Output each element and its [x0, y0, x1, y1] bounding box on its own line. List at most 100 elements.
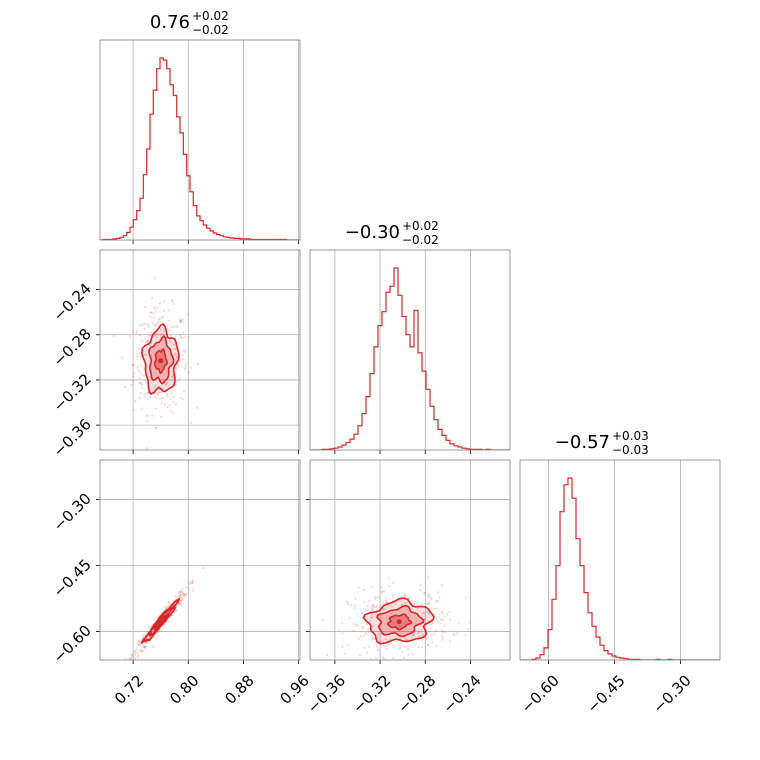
sample-point	[166, 394, 169, 398]
sample-point	[374, 629, 377, 632]
sample-point	[392, 657, 395, 660]
sample-point	[163, 300, 166, 303]
sample-point	[141, 650, 144, 653]
sample-point	[174, 353, 177, 356]
sample-point	[388, 604, 391, 607]
sample-point	[182, 349, 185, 352]
sample-point	[380, 590, 384, 593]
sample-point	[170, 378, 173, 382]
sample-point	[165, 382, 168, 385]
sample-point	[407, 653, 410, 656]
sample-point	[177, 344, 180, 347]
sample-point	[372, 637, 375, 640]
sample-point	[155, 335, 158, 338]
x-tick-label: −0.60	[518, 672, 563, 717]
sample-point	[148, 626, 151, 629]
sample-point	[456, 632, 459, 635]
sample-point	[134, 400, 137, 403]
sample-point	[150, 311, 154, 314]
sample-point	[148, 625, 151, 628]
sample-point	[153, 312, 156, 315]
sample-point	[182, 592, 186, 596]
sample-point	[181, 591, 184, 594]
sample-point	[303, 624, 305, 626]
sample-point	[171, 411, 174, 414]
sample-point	[169, 397, 172, 400]
sample-point	[181, 353, 184, 357]
sample-point	[158, 317, 161, 320]
sample-point	[187, 312, 190, 315]
sample-point	[182, 389, 186, 392]
sample-point	[183, 594, 186, 597]
sample-point	[160, 415, 163, 418]
sample-point	[404, 594, 407, 598]
sample-point	[184, 593, 187, 596]
sample-point	[373, 595, 376, 598]
sample-point	[178, 318, 181, 321]
scatter-points	[303, 576, 471, 671]
sample-point	[188, 582, 191, 585]
sample-point	[180, 593, 183, 596]
sample-point	[136, 651, 139, 655]
sample-point	[192, 579, 195, 582]
sample-point	[120, 357, 123, 360]
sample-point	[349, 604, 353, 607]
sample-point	[343, 652, 346, 655]
sample-point	[138, 649, 141, 653]
sample-point	[139, 373, 142, 376]
y-tick-label: −0.32	[50, 370, 95, 415]
sample-point	[170, 341, 173, 344]
sample-point	[163, 384, 166, 387]
sample-point	[387, 585, 391, 588]
sample-point	[142, 645, 146, 649]
sample-point	[436, 607, 439, 610]
sample-point	[177, 379, 180, 382]
sample-point	[371, 608, 374, 611]
sample-point	[163, 605, 166, 609]
sample-point	[188, 371, 191, 374]
sample-point	[378, 606, 381, 609]
sample-point	[157, 318, 161, 321]
sample-point	[149, 311, 152, 314]
sample-point	[394, 602, 397, 606]
sample-point	[130, 657, 133, 660]
sample-point	[180, 600, 183, 603]
sample-point	[147, 325, 150, 328]
sample-point	[159, 333, 162, 336]
histogram-step-1	[310, 267, 510, 450]
sample-point	[398, 644, 401, 647]
sample-point	[176, 365, 179, 368]
sample-point	[179, 359, 182, 363]
sample-point	[179, 593, 182, 597]
sample-point	[176, 325, 179, 328]
sample-point	[135, 332, 138, 335]
sample-point	[177, 603, 180, 606]
sample-point	[174, 335, 177, 338]
sample-point	[152, 322, 155, 325]
sample-point	[154, 323, 157, 326]
sample-point	[468, 621, 471, 624]
sample-point	[440, 629, 443, 632]
sample-point	[429, 626, 432, 629]
sample-point	[427, 593, 430, 596]
sample-point	[187, 336, 190, 339]
sample-point	[436, 619, 439, 622]
density-peak	[158, 358, 164, 364]
panel-border	[519, 459, 721, 661]
sample-point	[128, 335, 131, 338]
sample-point	[140, 387, 144, 390]
sample-point	[136, 355, 139, 358]
sample-point	[412, 634, 415, 637]
sample-point	[423, 591, 426, 594]
sample-point	[189, 581, 192, 584]
sample-point	[353, 607, 356, 610]
sample-point	[375, 656, 378, 660]
sample-point	[385, 647, 388, 651]
sample-point	[390, 605, 393, 608]
sample-point	[167, 309, 171, 312]
sample-point	[435, 644, 438, 648]
sample-point	[137, 371, 140, 374]
sample-point	[345, 600, 348, 603]
sample-point	[363, 669, 365, 671]
